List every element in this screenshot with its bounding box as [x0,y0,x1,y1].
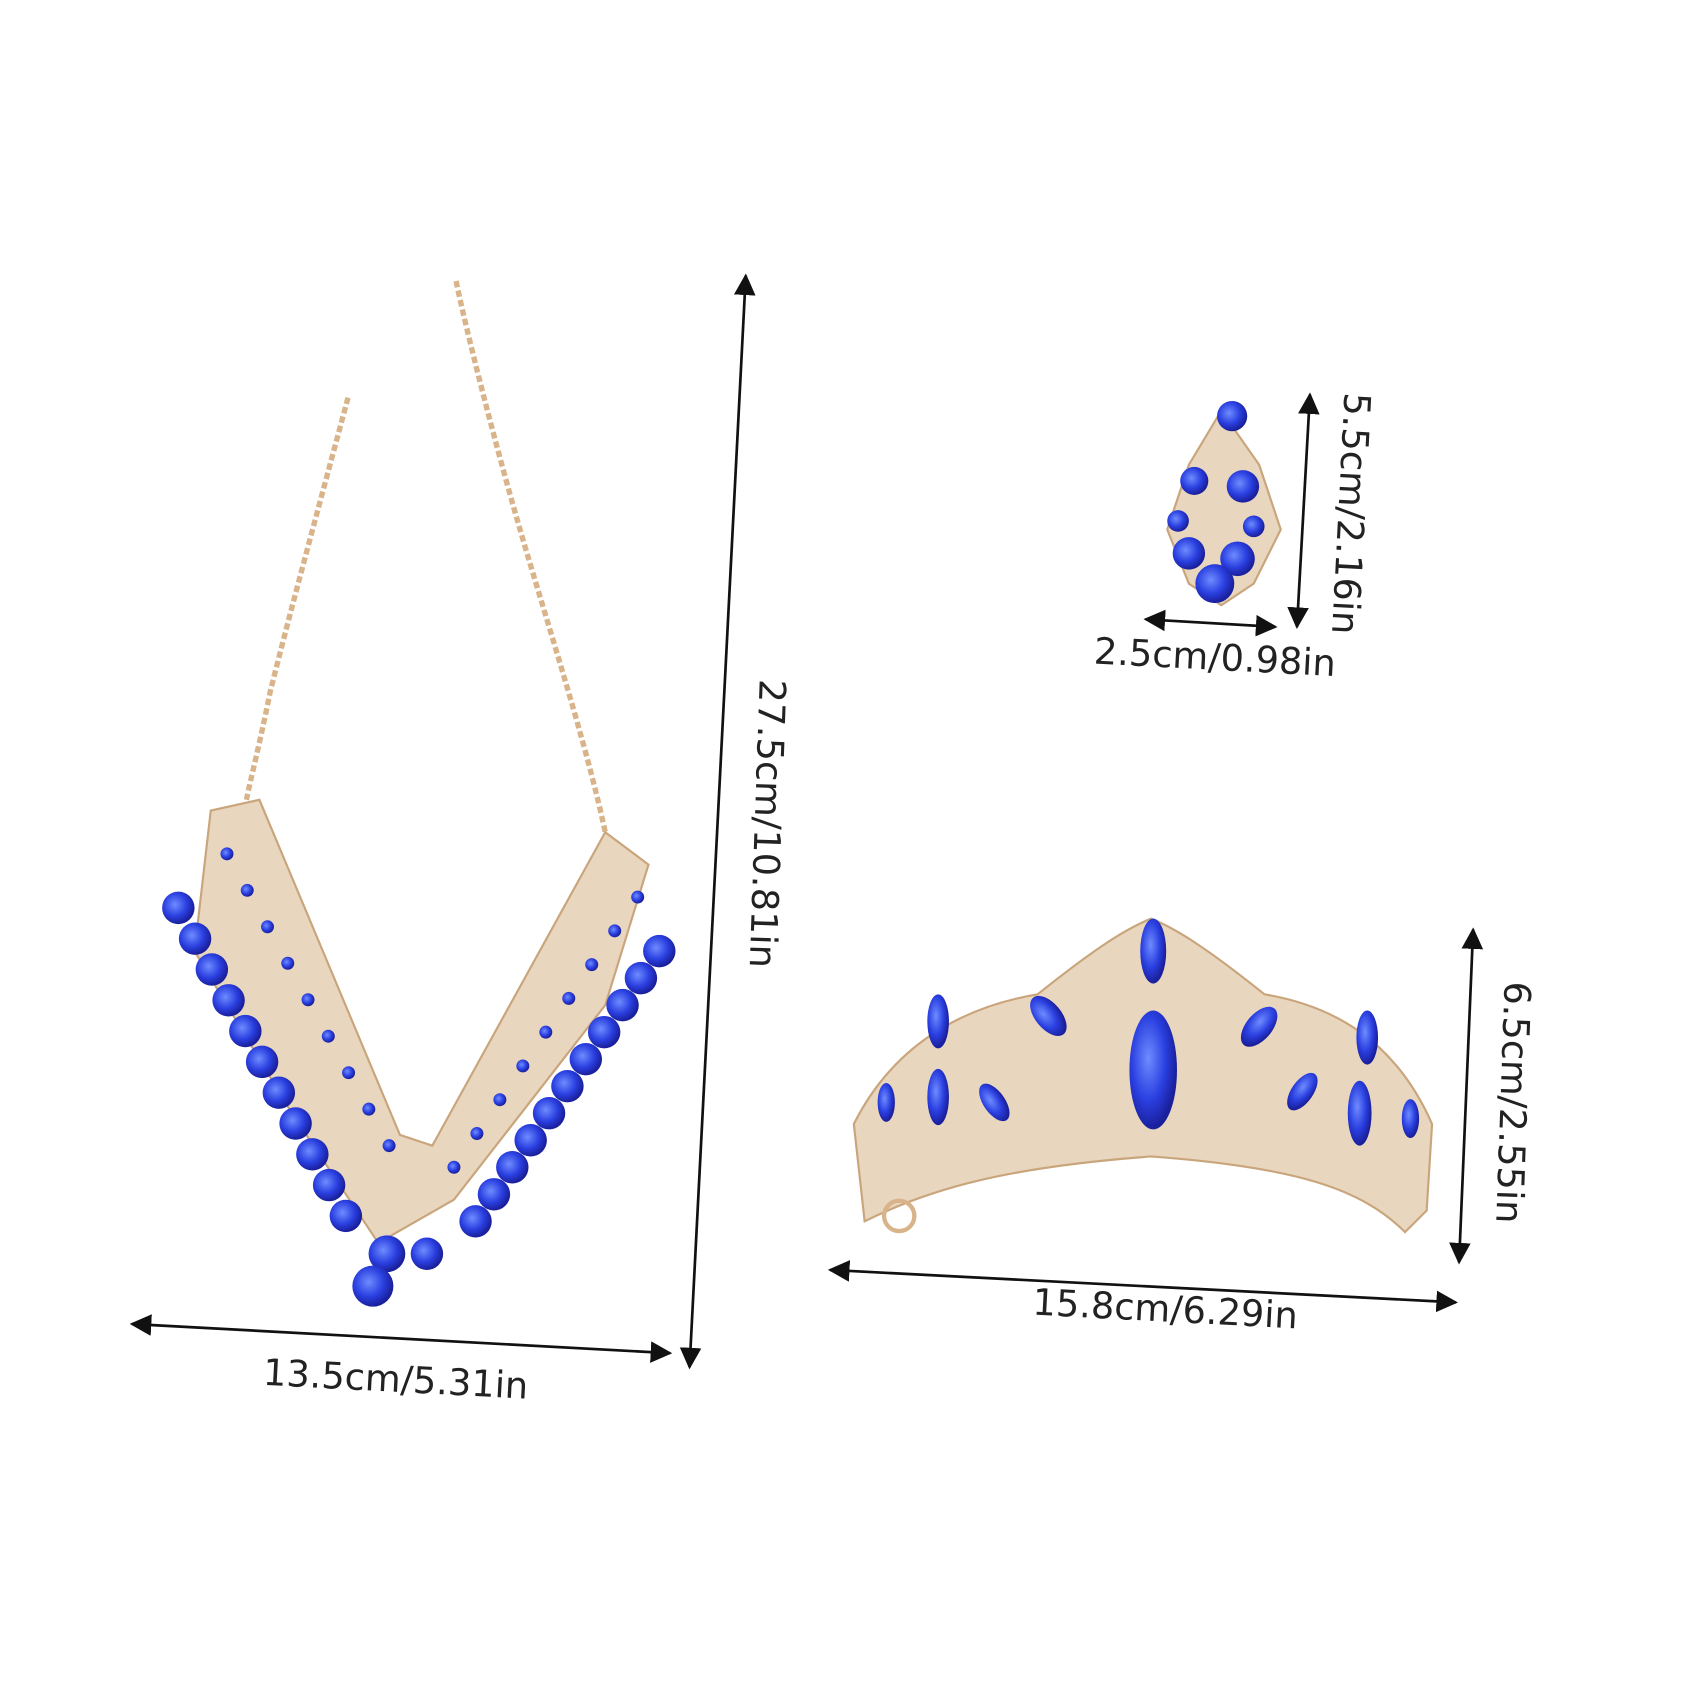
necklace-chain [243,397,351,801]
dimension-arrow [1143,609,1278,637]
necklace-gems [162,847,676,1307]
gem [279,1107,312,1140]
gem [281,956,295,970]
dimension-label: 27.5cm/10.81in [741,679,794,969]
necklace-chain [453,280,608,833]
gem [195,953,229,986]
gem [514,1124,547,1157]
gem [562,991,576,1005]
gem [477,1178,511,1211]
gem [551,1069,584,1103]
gem [624,961,658,995]
gem [496,1151,529,1184]
gem [162,891,195,925]
dimension-arrow [1287,392,1320,630]
gem [178,922,212,955]
dimension-label: 13.5cm/5.31in [262,1351,529,1408]
gem [493,1093,507,1107]
gem [212,984,245,1017]
gem [410,1237,444,1270]
gem [539,1025,553,1039]
gem [447,1160,461,1174]
artwork: 27.5cm/10.81in 13.5cm/5.31in 5.5cm/2.16i… [129,273,1539,1408]
gem [362,1102,376,1116]
gem [470,1127,484,1140]
earring [1166,400,1282,607]
gem [301,993,315,1007]
crown [852,917,1434,1234]
necklace-body [193,798,650,1245]
gem [296,1138,329,1171]
gem [262,1076,296,1109]
dimension-arrow [679,273,756,1370]
gem [352,1265,394,1307]
gem [240,883,254,897]
gem [631,890,645,904]
gem [261,920,274,934]
dimension-arrow [827,1260,1458,1313]
dimension-label: 6.5cm/2.55in [1487,981,1538,1224]
gem [643,934,676,968]
gem [608,924,622,938]
gem [245,1045,279,1079]
gem [321,1029,335,1043]
gem [585,958,599,972]
dimension-label: 2.5cm/0.98in [1093,629,1337,685]
gem [532,1097,566,1130]
gem [459,1205,492,1238]
gem [368,1235,406,1273]
dimension-arrow [129,1314,673,1363]
dimension-arrow [1449,927,1484,1265]
gem [382,1139,396,1153]
gem [342,1066,356,1080]
gem [606,988,639,1022]
gem [516,1059,530,1073]
dimension-label: 15.8cm/6.29in [1032,1281,1299,1338]
gem [220,847,234,861]
gem [312,1168,346,1202]
gem [229,1014,262,1048]
gem [587,1015,621,1049]
gem [569,1042,603,1076]
gem [329,1199,363,1233]
dimension-label: 5.5cm/2.16in [1323,391,1379,635]
